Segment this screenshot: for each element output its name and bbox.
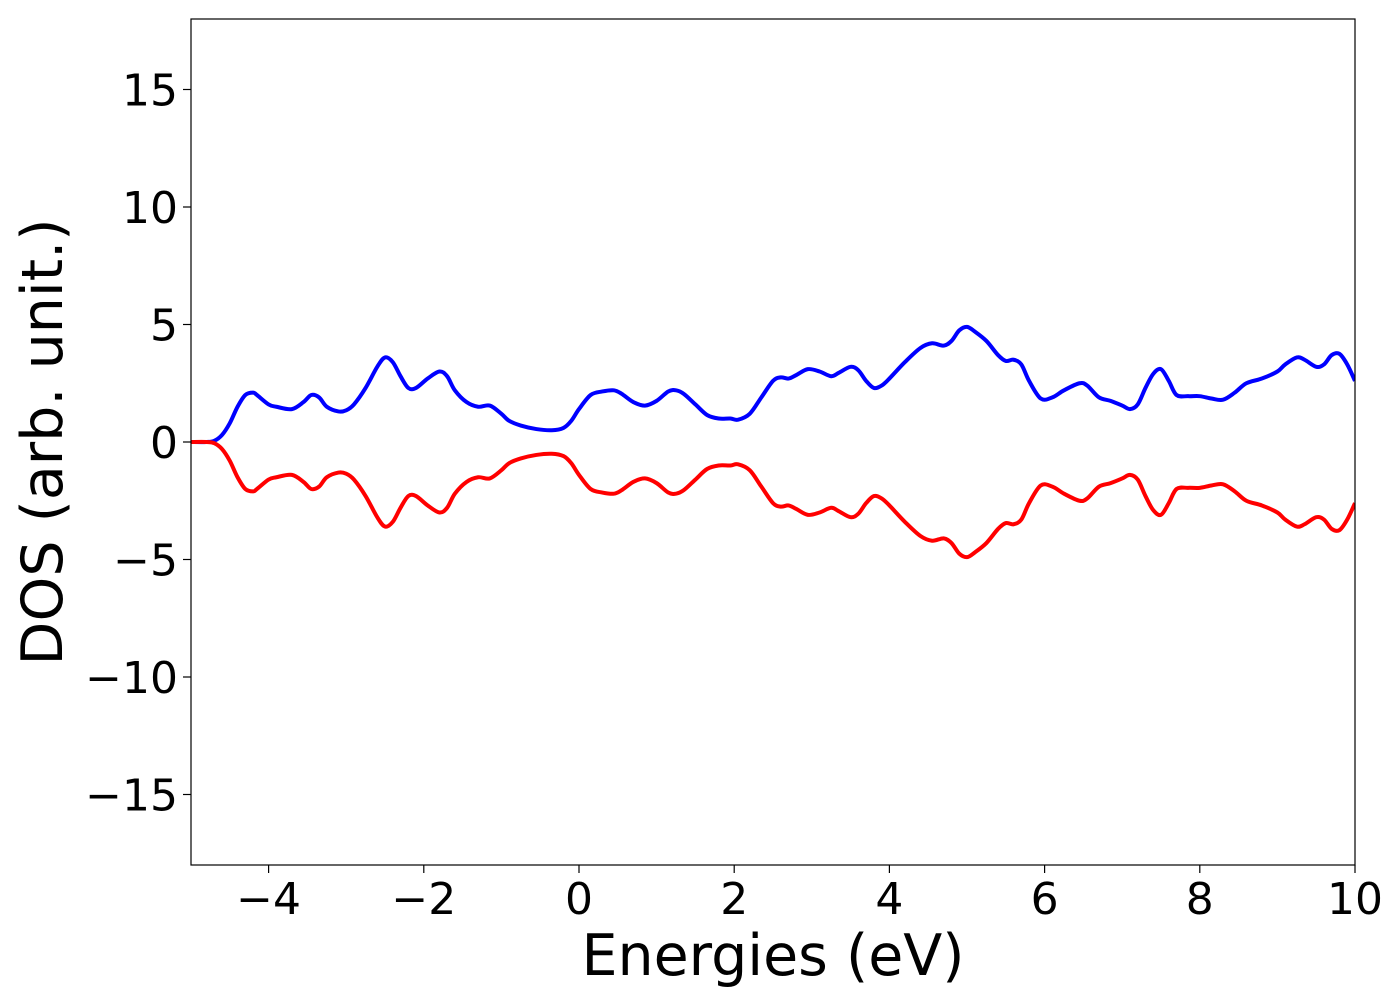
y-tick-label: 15 xyxy=(122,66,178,117)
y-axis-label: DOS (arb. unit.) xyxy=(10,219,76,666)
x-tick-label: 10 xyxy=(1327,874,1383,925)
x-tick-label: 0 xyxy=(565,874,593,925)
x-axis: −4 −2 0 2 4 6 8 10 xyxy=(236,865,1383,925)
y-tick-label: −10 xyxy=(85,653,178,704)
spin-down-dos-line xyxy=(191,439,1355,560)
y-axis: −15 −10 −5 0 5 10 15 xyxy=(85,66,191,822)
y-tick-label: 5 xyxy=(150,301,178,352)
series-layer xyxy=(191,324,1355,560)
y-tick-label: −5 xyxy=(113,536,178,587)
y-tick-label: −15 xyxy=(85,771,178,822)
plot-background xyxy=(191,19,1355,865)
y-tick-label: 10 xyxy=(122,183,178,234)
x-tick-label: 2 xyxy=(720,874,748,925)
x-tick-label: 6 xyxy=(1031,874,1059,925)
x-axis-label: Energies (eV) xyxy=(581,923,964,989)
x-tick-label: −4 xyxy=(236,874,301,925)
x-tick-label: −2 xyxy=(391,874,456,925)
x-tick-label: 4 xyxy=(875,874,903,925)
spin-up-dos-line xyxy=(191,324,1355,445)
x-tick-label: 8 xyxy=(1186,874,1214,925)
y-tick-label: 0 xyxy=(150,418,178,469)
